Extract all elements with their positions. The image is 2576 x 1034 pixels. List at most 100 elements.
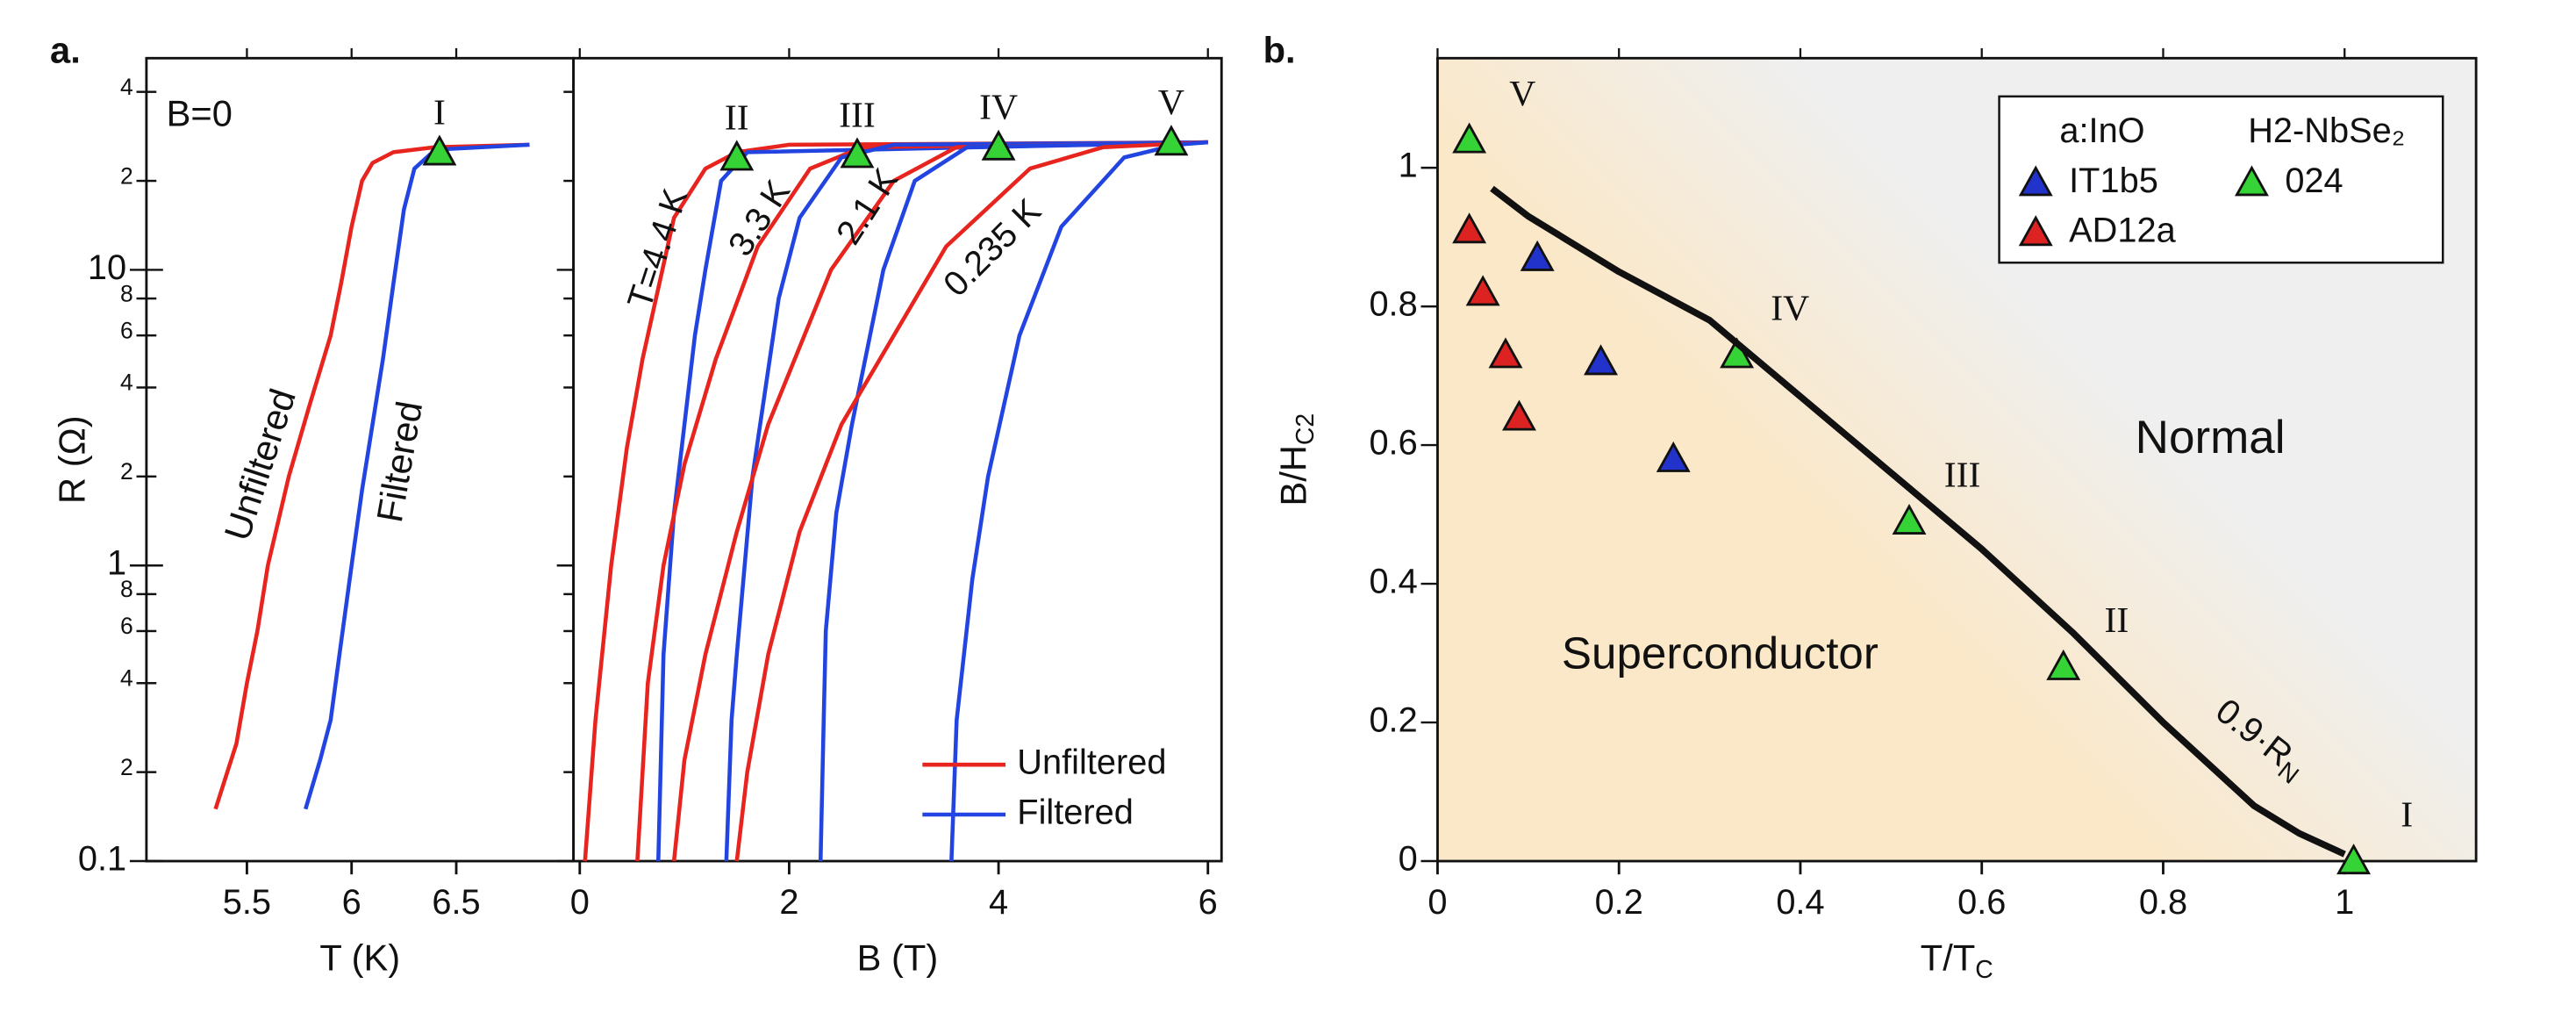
y-tick-label: 1: [1399, 147, 1418, 185]
y-axis-label: R (Ω): [51, 415, 92, 504]
triangle-marker: [1656, 441, 1691, 472]
legend-box: [1998, 95, 2444, 264]
legend-label: Unfiltered: [1017, 743, 1166, 782]
y-axis-label-part: C2: [1291, 413, 1319, 445]
legend-label: 024: [2285, 162, 2343, 200]
x-tick-label: 6: [1199, 883, 1218, 922]
triangle-marker: [422, 134, 457, 166]
point-label: I: [2401, 794, 2413, 835]
triangle-marker: [1452, 122, 1487, 154]
x-axis-label: T/TC: [1921, 937, 1993, 984]
point-label: II: [2104, 600, 2129, 641]
curve: [583, 140, 1208, 862]
y-tick-label: 2: [120, 754, 133, 780]
curve: [724, 140, 1208, 862]
y-tick-label: 0.8: [1369, 285, 1417, 324]
x-axis-label: T (K): [319, 937, 400, 979]
panel-label: a.: [50, 30, 81, 71]
y-tick-label: 4: [120, 664, 133, 691]
curve: [213, 142, 530, 810]
panel-label: b.: [1263, 30, 1296, 71]
point-label: V: [1509, 74, 1535, 114]
x-tick-label: 5.5: [223, 883, 271, 922]
y-axis-label-part: B/H: [1272, 445, 1313, 506]
curve: [671, 140, 1208, 862]
plot-frame: [145, 56, 576, 863]
curve-label: 0.235 K: [936, 191, 1048, 304]
triangle-marker: [981, 129, 1016, 161]
point-label: IV: [1771, 289, 1809, 329]
triangle-marker: [1892, 503, 1927, 535]
y-tick-label: 0.4: [1369, 563, 1417, 601]
x-tick-label: 1: [2335, 883, 2354, 922]
triangle-marker: [1465, 275, 1500, 306]
triangle-marker: [1488, 337, 1523, 369]
curve: [734, 140, 1208, 862]
x-tick-label: 4: [989, 883, 1008, 922]
x-tick-label: 2: [779, 883, 798, 922]
x-tick-label: 0.8: [2139, 883, 2187, 922]
legend-label: AD12a: [2069, 212, 2176, 250]
triangle-marker: [1584, 344, 1618, 376]
x-tick-label: 0.6: [1957, 883, 2006, 922]
triangle-marker: [2336, 844, 2372, 875]
point-label: IV: [979, 88, 1018, 128]
annotation: B=0: [167, 93, 233, 134]
x-tick-label: 6: [342, 883, 361, 922]
triangle-marker: [1502, 399, 1536, 431]
curve-label: 3.3 K: [721, 173, 798, 262]
y-axis-label: B/HC2: [1272, 413, 1319, 506]
y-tick-label: 0.6: [1369, 424, 1417, 463]
legend-label: IT1b5: [2069, 162, 2158, 200]
x-tick-label: 6.5: [432, 883, 480, 922]
legend-marker: [2018, 165, 2053, 197]
y-tick-label: 2: [120, 458, 133, 485]
triangle-marker: [719, 140, 755, 171]
y-tick-label: 0: [1399, 840, 1418, 879]
y-tick-label: 8: [120, 280, 133, 306]
x-axis-label-part: T/T: [1921, 937, 1975, 979]
legend-marker: [2234, 165, 2269, 197]
y-tick-label: 0.1: [78, 840, 126, 879]
y-tick-label: 10: [88, 248, 126, 287]
y-tick-label: 0.2: [1369, 701, 1417, 740]
curve: [635, 140, 1208, 862]
legend-marker: [2018, 215, 2053, 247]
annotation: Filtered: [369, 398, 430, 525]
x-tick-label: 0: [1428, 883, 1447, 922]
curve: [1490, 185, 2346, 858]
point-label: II: [725, 97, 749, 138]
plot-frame: [572, 56, 1223, 863]
legend-header: a:InO: [2059, 111, 2144, 150]
triangle-marker: [840, 137, 875, 169]
y-tick-label: 1: [107, 544, 126, 583]
legend-header: H2-NbSe₂: [2248, 111, 2405, 150]
y-tick-label: 8: [120, 576, 133, 602]
x-axis-label: B (T): [857, 937, 939, 979]
point-label: I: [433, 92, 446, 133]
curve: [818, 140, 1208, 862]
curve-label: T=4.4 K: [620, 183, 695, 313]
y-tick-label: 4: [120, 370, 133, 396]
region-label: Superconductor: [1562, 628, 1878, 679]
point-label: III: [839, 95, 876, 135]
y-tick-label: 4: [120, 74, 133, 100]
triangle-marker: [2046, 649, 2081, 680]
triangle-marker: [1520, 240, 1555, 271]
point-label: V: [1158, 83, 1184, 123]
triangle-marker: [1154, 125, 1189, 156]
y-tick-label: 6: [120, 317, 133, 343]
region-label: Normal: [2136, 412, 2286, 463]
plot-frame: [1436, 56, 2478, 863]
x-tick-label: 0: [570, 883, 590, 922]
legend-label: Filtered: [1017, 793, 1134, 832]
triangle-marker: [1452, 212, 1487, 244]
x-tick-label: 0.4: [1776, 883, 1824, 922]
x-axis-label-part: C: [1975, 956, 1993, 984]
y-tick-label: 6: [120, 613, 133, 639]
y-tick-label: 2: [120, 162, 133, 189]
x-tick-label: 0.2: [1595, 883, 1643, 922]
curve: [304, 142, 530, 810]
point-label: III: [1944, 455, 1981, 495]
